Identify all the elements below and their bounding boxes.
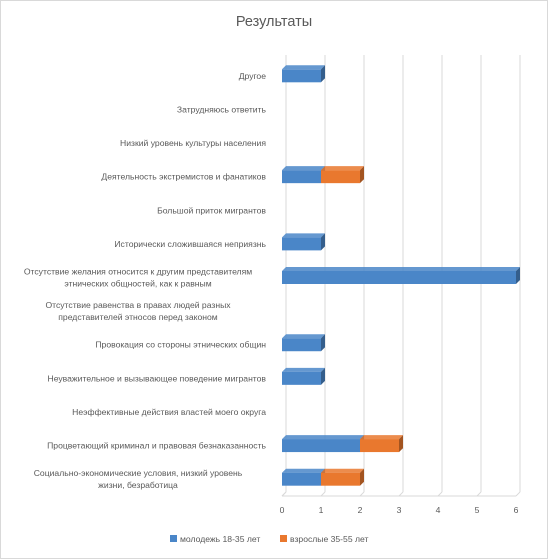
category-label: Другое (239, 71, 267, 81)
legend-entry: молодежь 18-35 лет (170, 534, 260, 544)
bar-youth (282, 435, 364, 453)
legend-swatch (170, 535, 177, 542)
x-tick-label: 0 (280, 505, 285, 515)
gridline-floor (398, 491, 404, 497)
x-tick-label: 6 (514, 505, 519, 515)
chart-title: Результаты (236, 14, 312, 30)
bar-youth (282, 233, 325, 251)
gridline-floor (359, 491, 365, 497)
category-label: Отсутствие желания относится к другим пр… (24, 267, 252, 289)
bar-youth (282, 267, 520, 284)
legend-label: молодежь 18-35 лет (180, 534, 260, 544)
gridline-floor (476, 491, 482, 497)
x-axis: 0 1 2 3 4 5 6 (280, 505, 519, 515)
bar-youth (282, 166, 325, 184)
bar-youth (282, 334, 325, 352)
bar-adults (321, 166, 364, 184)
x-tick-label: 1 (319, 505, 324, 515)
bars (282, 65, 520, 486)
x-tick-label: 5 (475, 505, 480, 515)
category-label: Провокация со стороны этнических общин (95, 340, 266, 350)
category-labels: Другое Затрудняюсь ответить Низкий уровень… (24, 71, 267, 490)
legend-label: взрослые 35-55 лет (290, 534, 368, 544)
gridline-floor (320, 491, 326, 497)
category-label: Неуважительное и вызывающее поведение ми… (48, 373, 267, 383)
category-label: Неэффективные действия властей моего окр… (72, 407, 266, 417)
category-label: Отсутствие равенства в правах людей разн… (45, 300, 231, 322)
x-tick-label: 2 (358, 505, 363, 515)
x-tick-label: 4 (436, 505, 441, 515)
bar-youth (282, 367, 325, 385)
category-label: Большой приток мигрантов (157, 205, 266, 215)
category-label: Низкий уровень культуры населения (120, 138, 266, 148)
category-label: Социально-экономические условия, низкий … (34, 468, 243, 490)
gridline-floor (437, 491, 443, 497)
bar-adults (360, 435, 403, 453)
category-label: Затрудняюсь ответить (177, 104, 267, 114)
x-tick-label: 3 (397, 505, 402, 515)
category-label: Процветающий криминал и правовая безнака… (47, 441, 266, 451)
category-label: Исторически сложившаяся неприязнь (114, 239, 266, 249)
gridline-floor (281, 491, 287, 497)
bar-youth (282, 65, 325, 83)
bar-adults (321, 468, 364, 486)
legend-swatch (280, 535, 287, 542)
gridline-floor (515, 491, 521, 497)
legend: молодежь 18-35 лет взрослые 35-55 лет (170, 534, 368, 544)
legend-entry: взрослые 35-55 лет (280, 534, 368, 544)
category-label: Деятельность экстремистов и фанатиков (101, 172, 266, 182)
bar-youth (282, 468, 325, 486)
